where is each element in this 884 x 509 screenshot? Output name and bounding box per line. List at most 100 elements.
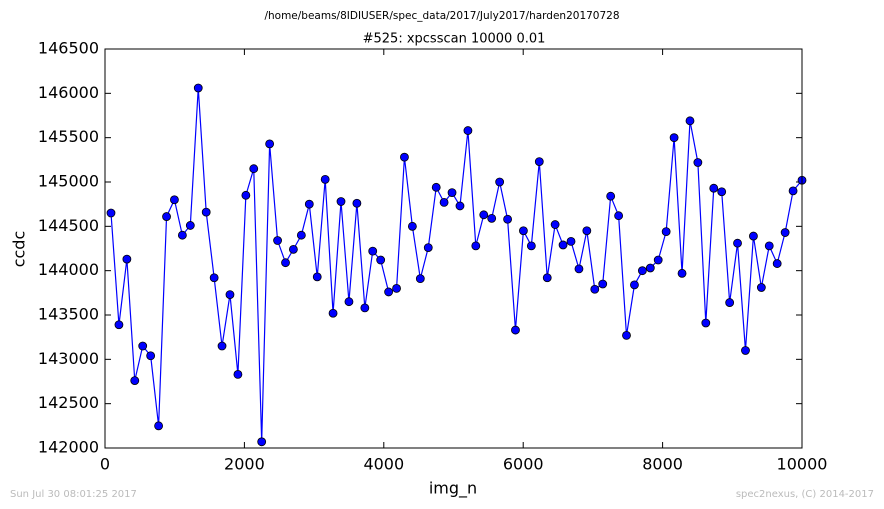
data-point: [590, 284, 600, 294]
data-point: [162, 212, 171, 221]
data-point: [392, 283, 401, 293]
data-point: [645, 263, 655, 273]
data-point: [423, 243, 433, 253]
y-axis-label: ccdc: [10, 231, 29, 268]
data-point: [193, 83, 203, 93]
x-tick-label: 8000: [642, 455, 683, 474]
data-point: [130, 376, 140, 386]
y-tick-label: 143000: [38, 349, 99, 368]
data-line: [110, 87, 803, 442]
y-tick-label: 145000: [38, 172, 99, 191]
data-point: [384, 287, 394, 297]
data-point: [503, 214, 512, 224]
data-point: [288, 244, 298, 254]
data-point: [281, 258, 290, 268]
footer-right: spec2nexus, (C) 2014-2017: [736, 489, 874, 500]
data-point: [344, 297, 354, 307]
data-point: [733, 238, 742, 248]
data-point: [526, 241, 536, 251]
data-point: [209, 273, 219, 283]
data-point: [201, 207, 211, 217]
data-point: [764, 241, 774, 251]
data-point: [749, 231, 758, 241]
x-tick-label: 10000: [777, 455, 828, 474]
data-point: [328, 308, 338, 318]
data-point: [558, 240, 568, 250]
footer-left: Sun Jul 30 08:01:25 2017: [10, 489, 137, 500]
x-axis-label: img_n: [429, 479, 477, 499]
data-point: [487, 213, 497, 223]
data-point: [566, 237, 576, 246]
data-point: [661, 227, 671, 237]
data-point: [368, 246, 378, 256]
data-point: [257, 437, 267, 447]
data-point: [415, 274, 425, 284]
data-point: [296, 230, 306, 240]
data-point: [185, 221, 195, 230]
y-tick-label: 145500: [38, 127, 99, 146]
data-point: [582, 226, 592, 236]
data-point: [273, 236, 282, 245]
data-point: [685, 116, 695, 126]
data-point: [463, 126, 473, 135]
plot-frame: [104, 48, 803, 449]
data-point: [780, 228, 790, 237]
data-point: [400, 152, 409, 162]
data-point: [312, 272, 322, 282]
data-point: [154, 421, 163, 431]
data-point: [241, 190, 251, 200]
data-point: [217, 341, 227, 351]
chart-title: #525: xpcsscan 10000 0.01: [363, 32, 546, 47]
data-point: [336, 197, 346, 206]
data-point: [756, 283, 766, 292]
data-point: [479, 210, 489, 220]
data-point: [304, 199, 314, 209]
y-tick-label: 142000: [38, 438, 99, 457]
data-point: [788, 186, 798, 196]
data-point: [265, 139, 275, 149]
data-point: [550, 220, 560, 229]
data-point: [772, 259, 782, 268]
data-point: [622, 330, 631, 340]
y-tick-label: 143500: [38, 305, 99, 324]
data-point: [407, 221, 417, 231]
data-point: [249, 164, 259, 174]
data-point: [495, 177, 505, 187]
data-point: [447, 188, 457, 198]
data-point: [431, 182, 441, 192]
data-point: [439, 197, 449, 207]
data-point: [320, 174, 330, 184]
data-point: [669, 133, 679, 143]
data-point: [693, 158, 703, 167]
data-point: [614, 211, 624, 221]
data-point: [455, 201, 465, 211]
data-point: [106, 208, 116, 218]
data-point: [114, 320, 124, 330]
data-point: [653, 255, 663, 265]
data-point: [542, 273, 552, 283]
data-point: [511, 325, 520, 335]
data-point: [360, 303, 370, 313]
y-tick-label: 144500: [38, 216, 99, 235]
y-tick-label: 146500: [38, 39, 99, 58]
data-point: [138, 341, 148, 351]
data-point: [534, 157, 544, 167]
data-point: [598, 279, 608, 289]
chart-supertitle: /home/beams/8IDIUSER/spec_data/2017/July…: [264, 10, 619, 22]
data-point: [725, 298, 735, 307]
x-tick-label: 4000: [363, 455, 404, 474]
data-point: [122, 254, 132, 264]
data-point: [701, 318, 711, 328]
data-point: [717, 187, 727, 197]
data-point: [376, 255, 386, 265]
data-point: [677, 268, 687, 278]
data-point: [709, 183, 719, 193]
data-point: [233, 370, 243, 379]
y-tick-label: 142500: [38, 393, 99, 412]
data-point: [146, 351, 156, 361]
data-point: [170, 195, 179, 205]
x-tick-label: 0: [100, 455, 110, 474]
data-point: [177, 230, 187, 240]
data-point: [630, 280, 639, 290]
